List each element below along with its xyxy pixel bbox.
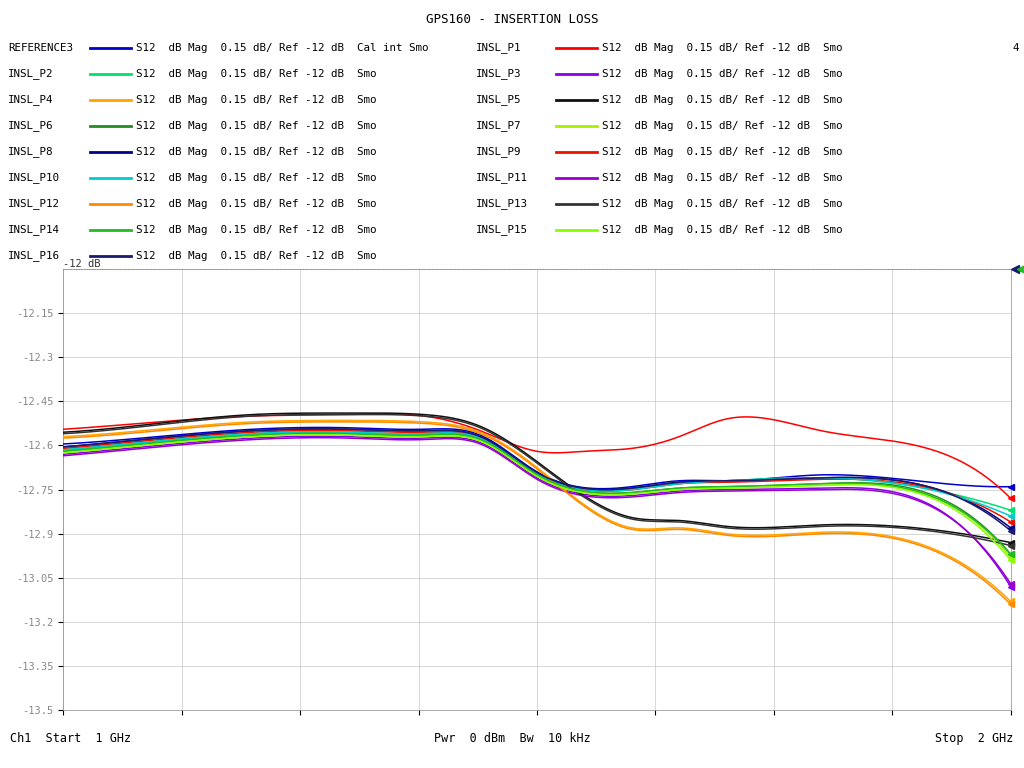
Text: S12  dB Mag  0.15 dB/ Ref -12 dB  Smo: S12 dB Mag 0.15 dB/ Ref -12 dB Smo — [136, 68, 377, 78]
Text: S12  dB Mag  0.15 dB/ Ref -12 dB  Cal int Smo: S12 dB Mag 0.15 dB/ Ref -12 dB Cal int S… — [136, 42, 429, 52]
Text: S12  dB Mag  0.15 dB/ Ref -12 dB  Smo: S12 dB Mag 0.15 dB/ Ref -12 dB Smo — [602, 94, 843, 104]
Text: INSL_P9: INSL_P9 — [476, 146, 521, 157]
Text: INSL_P8: INSL_P8 — [8, 146, 53, 157]
Text: S12  dB Mag  0.15 dB/ Ref -12 dB  Smo: S12 dB Mag 0.15 dB/ Ref -12 dB Smo — [136, 225, 377, 235]
Text: INSL_P14: INSL_P14 — [8, 224, 60, 235]
Text: INSL_P10: INSL_P10 — [8, 172, 60, 183]
Text: S12  dB Mag  0.15 dB/ Ref -12 dB  Smo: S12 dB Mag 0.15 dB/ Ref -12 dB Smo — [602, 42, 843, 52]
Text: S12  dB Mag  0.15 dB/ Ref -12 dB  Smo: S12 dB Mag 0.15 dB/ Ref -12 dB Smo — [602, 121, 843, 131]
Text: Ch1  Start  1 GHz: Ch1 Start 1 GHz — [10, 732, 131, 745]
Text: Stop  2 GHz: Stop 2 GHz — [935, 732, 1014, 745]
Text: Pwr  0 dBm  Bw  10 kHz: Pwr 0 dBm Bw 10 kHz — [433, 732, 591, 745]
Text: S12  dB Mag  0.15 dB/ Ref -12 dB  Smo: S12 dB Mag 0.15 dB/ Ref -12 dB Smo — [136, 173, 377, 183]
Text: INSL_P5: INSL_P5 — [476, 94, 521, 105]
Text: S12  dB Mag  0.15 dB/ Ref -12 dB  Smo: S12 dB Mag 0.15 dB/ Ref -12 dB Smo — [136, 251, 377, 261]
Text: INSL_P6: INSL_P6 — [8, 121, 53, 131]
Text: INSL_P15: INSL_P15 — [476, 224, 528, 235]
Text: INSL_P2: INSL_P2 — [8, 68, 53, 79]
Text: S12  dB Mag  0.15 dB/ Ref -12 dB  Smo: S12 dB Mag 0.15 dB/ Ref -12 dB Smo — [602, 199, 843, 209]
Text: 4: 4 — [1013, 42, 1019, 52]
Text: S12  dB Mag  0.15 dB/ Ref -12 dB  Smo: S12 dB Mag 0.15 dB/ Ref -12 dB Smo — [602, 173, 843, 183]
Text: INSL_P11: INSL_P11 — [476, 172, 528, 183]
Text: S12  dB Mag  0.15 dB/ Ref -12 dB  Smo: S12 dB Mag 0.15 dB/ Ref -12 dB Smo — [136, 147, 377, 157]
Text: S12  dB Mag  0.15 dB/ Ref -12 dB  Smo: S12 dB Mag 0.15 dB/ Ref -12 dB Smo — [602, 68, 843, 78]
Text: S12  dB Mag  0.15 dB/ Ref -12 dB  Smo: S12 dB Mag 0.15 dB/ Ref -12 dB Smo — [136, 121, 377, 131]
Text: GPS160 - INSERTION LOSS: GPS160 - INSERTION LOSS — [426, 13, 598, 25]
Text: INSL_P4: INSL_P4 — [8, 94, 53, 105]
Text: S12  dB Mag  0.15 dB/ Ref -12 dB  Smo: S12 dB Mag 0.15 dB/ Ref -12 dB Smo — [602, 147, 843, 157]
Text: INSL_P16: INSL_P16 — [8, 250, 60, 261]
Text: REFERENCE3: REFERENCE3 — [8, 42, 73, 52]
Text: INSL_P13: INSL_P13 — [476, 198, 528, 209]
Text: S12  dB Mag  0.15 dB/ Ref -12 dB  Smo: S12 dB Mag 0.15 dB/ Ref -12 dB Smo — [136, 94, 377, 104]
Text: INSL_P1: INSL_P1 — [476, 42, 521, 53]
Text: INSL_P7: INSL_P7 — [476, 121, 521, 131]
Text: -12 dB: -12 dB — [62, 259, 100, 269]
Text: S12  dB Mag  0.15 dB/ Ref -12 dB  Smo: S12 dB Mag 0.15 dB/ Ref -12 dB Smo — [136, 199, 377, 209]
Text: INSL_P12: INSL_P12 — [8, 198, 60, 209]
Text: S12  dB Mag  0.15 dB/ Ref -12 dB  Smo: S12 dB Mag 0.15 dB/ Ref -12 dB Smo — [602, 225, 843, 235]
Text: INSL_P3: INSL_P3 — [476, 68, 521, 79]
